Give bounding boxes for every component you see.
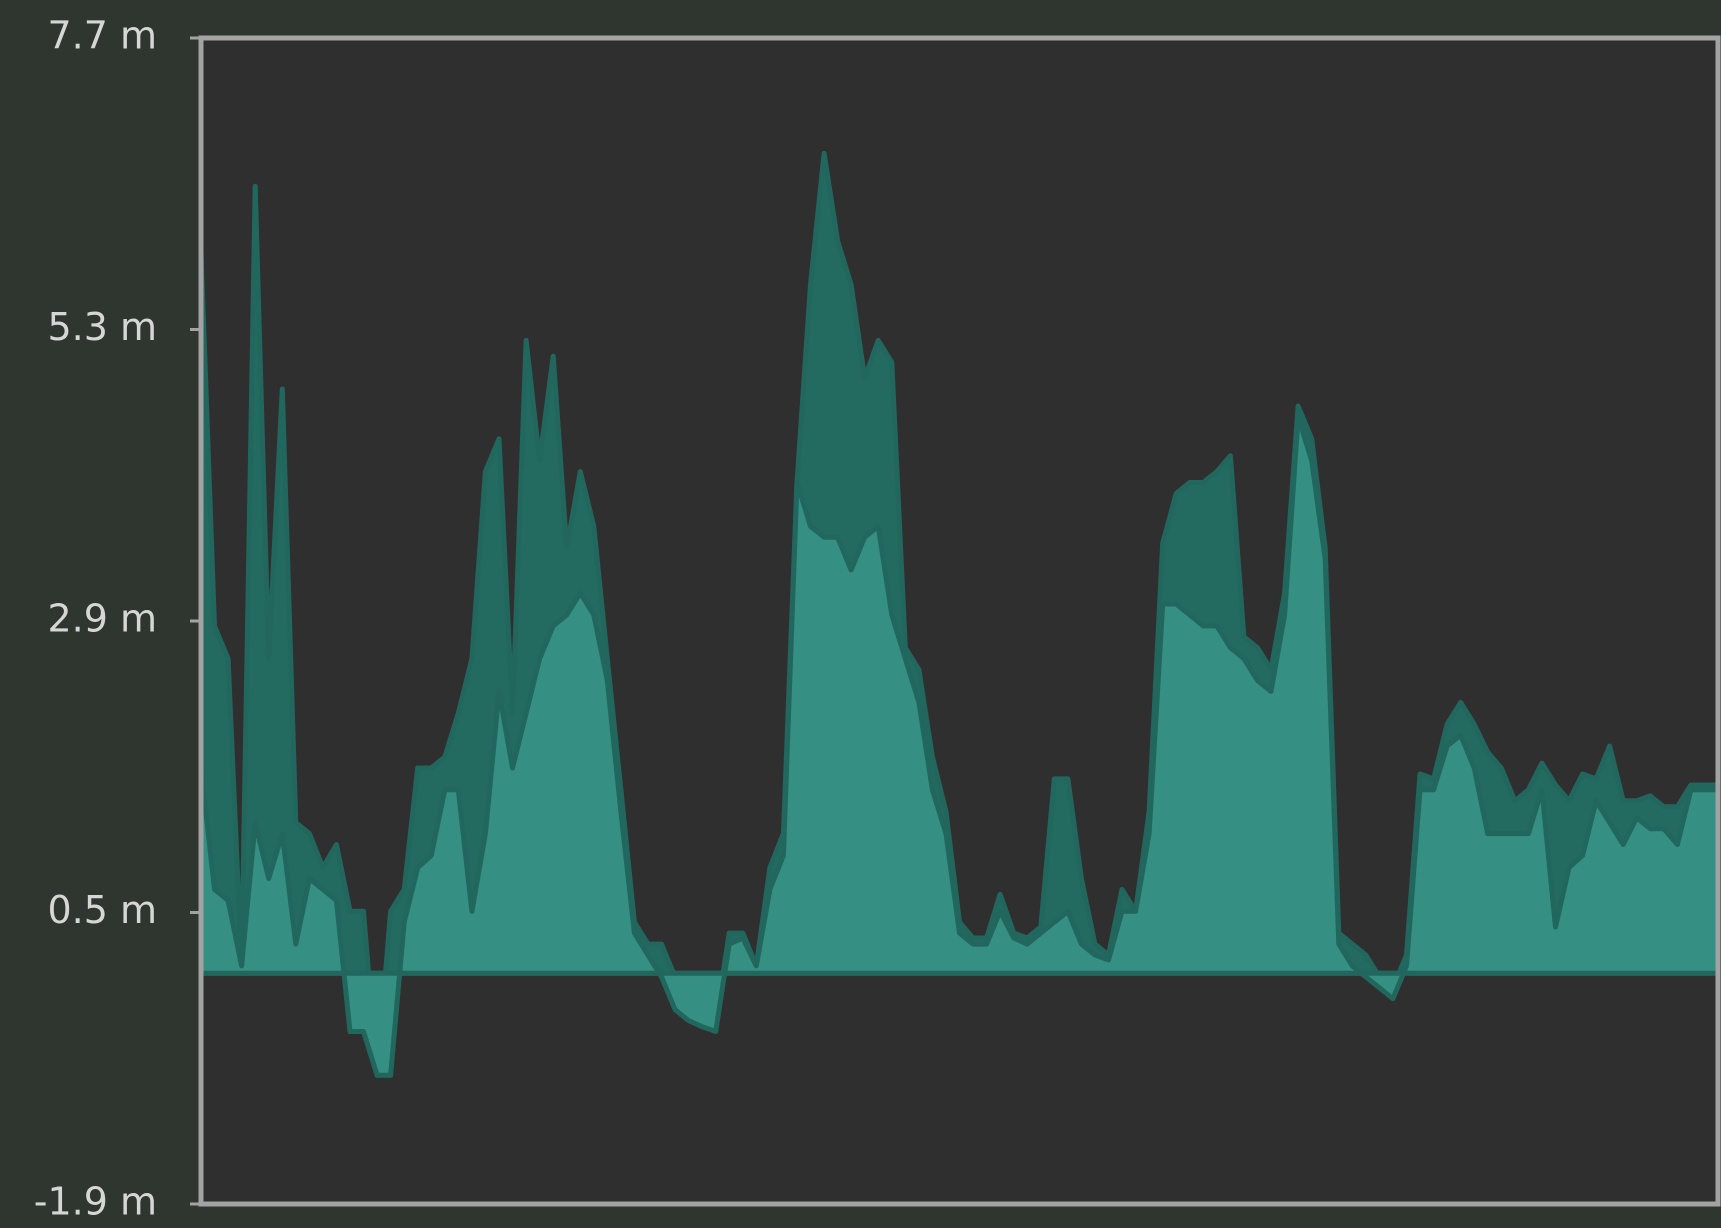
y-tick-label: 7.7 m: [47, 14, 157, 58]
y-tick-label: 0.5 m: [47, 888, 157, 932]
y-tick-label: -1.9 m: [34, 1180, 157, 1224]
plot-area: [201, 38, 1718, 1204]
area: [198, 414, 1721, 1078]
plot: [198, 150, 1721, 1078]
y-tick-label: 2.9 m: [47, 597, 157, 641]
y-tick-label: 5.3 m: [47, 305, 157, 349]
